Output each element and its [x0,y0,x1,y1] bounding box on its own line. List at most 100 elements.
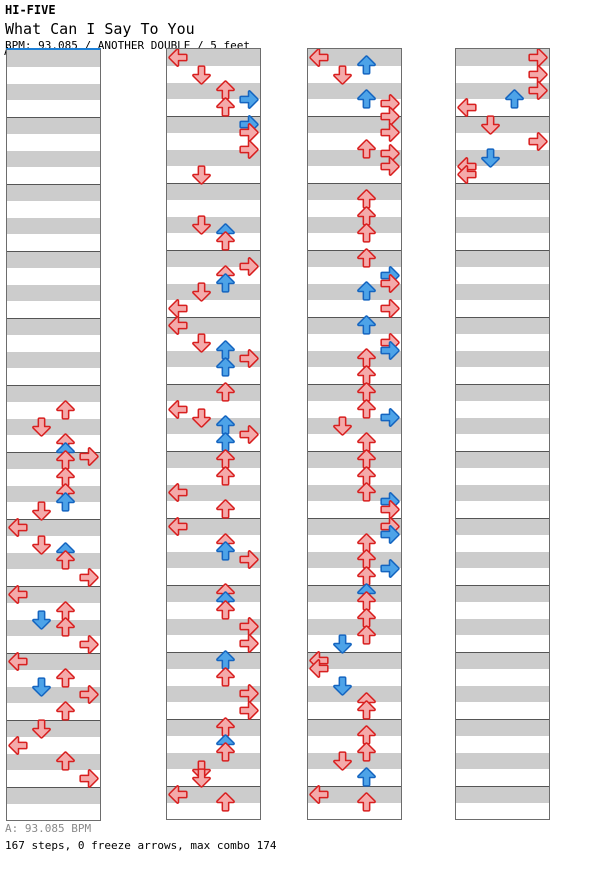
note-arrow-down[interactable] [190,280,213,303]
note-arrow-up[interactable] [214,649,237,672]
note-arrow-up[interactable] [355,347,378,370]
note-arrow-up[interactable] [54,449,77,472]
note-arrow-up[interactable] [355,724,378,747]
note-arrow-right[interactable] [237,548,260,571]
note-arrow-up[interactable] [355,465,378,488]
note-arrow-left[interactable] [167,297,190,320]
note-arrow-up[interactable] [214,414,237,437]
note-arrow-right[interactable] [378,155,401,178]
note-arrow-right[interactable] [77,683,100,706]
note-arrow-right[interactable] [237,699,260,722]
note-arrow-up[interactable] [355,88,378,111]
note-arrow-down[interactable] [30,415,53,438]
note-arrow-right[interactable] [237,682,260,705]
note-arrow-right[interactable] [378,523,401,546]
note-arrow-right[interactable] [77,633,100,656]
note-arrow-right[interactable] [237,88,260,111]
chart-column-0[interactable] [6,48,101,821]
note-arrow-down[interactable] [190,213,213,236]
note-arrow-down[interactable] [331,63,354,86]
note-arrow-down[interactable] [30,608,53,631]
note-arrow-left[interactable] [167,481,190,504]
note-arrow-left[interactable] [308,657,331,680]
note-arrow-up[interactable] [214,791,237,814]
note-arrow-up[interactable] [355,54,378,77]
note-arrow-up[interactable] [214,96,237,119]
note-arrow-up[interactable] [355,766,378,789]
note-arrow-right[interactable] [237,632,260,655]
note-arrow-down[interactable] [30,717,53,740]
note-arrow-right[interactable] [378,557,401,580]
note-arrow-up[interactable] [355,431,378,454]
note-arrow-right[interactable] [526,79,549,102]
note-arrow-right[interactable] [77,566,100,589]
note-arrow-up[interactable] [54,750,77,773]
note-arrow-up[interactable] [355,280,378,303]
note-arrow-up[interactable] [355,481,378,504]
note-arrow-right[interactable] [526,63,549,86]
note-arrow-down[interactable] [190,766,213,789]
note-arrow-up[interactable] [54,616,77,639]
note-arrow-up[interactable] [214,716,237,739]
chart-column-2[interactable] [307,48,402,820]
note-arrow-down[interactable] [331,632,354,655]
note-arrow-right[interactable] [237,347,260,370]
note-arrow-up[interactable] [54,700,77,723]
note-arrow-up[interactable] [214,339,237,362]
note-arrow-right[interactable] [378,339,401,362]
note-arrow-left[interactable] [456,163,479,186]
note-arrow-up[interactable] [214,666,237,689]
note-arrow-up[interactable] [214,465,237,488]
note-arrow-right[interactable] [378,297,401,320]
note-arrow-right[interactable] [77,445,100,468]
note-arrow-right[interactable] [378,121,401,144]
note-arrow-right[interactable] [378,498,401,521]
note-arrow-down[interactable] [331,414,354,437]
note-arrow-left[interactable] [167,783,190,806]
note-arrow-up[interactable] [214,356,237,379]
note-arrow-left[interactable] [456,96,479,119]
note-arrow-up[interactable] [355,188,378,211]
note-arrow-up[interactable] [355,222,378,245]
note-arrow-right[interactable] [378,406,401,429]
note-arrow-up[interactable] [355,448,378,471]
note-arrow-up[interactable] [355,565,378,588]
note-arrow-right[interactable] [237,138,260,161]
note-arrow-down[interactable] [30,533,53,556]
note-arrow-right[interactable] [237,121,260,144]
note-arrow-up[interactable] [503,88,526,111]
note-arrow-up[interactable] [355,398,378,421]
note-arrow-up[interactable] [355,791,378,814]
note-arrow-up[interactable] [54,399,77,422]
note-arrow-down[interactable] [190,63,213,86]
note-arrow-left[interactable] [7,516,30,539]
chart-column-1[interactable] [166,48,261,820]
note-arrow-down[interactable] [331,674,354,697]
note-arrow-right[interactable] [237,615,260,638]
note-arrow-up[interactable] [355,607,378,630]
note-arrow-up[interactable] [214,448,237,471]
note-arrow-down[interactable] [190,163,213,186]
note-arrow-up[interactable] [355,247,378,270]
note-arrow-left[interactable] [167,49,190,69]
note-arrow-up[interactable] [355,590,378,613]
note-arrow-down[interactable] [479,146,502,169]
note-arrow-right[interactable] [237,423,260,446]
note-arrow-left[interactable] [167,314,190,337]
note-arrow-down[interactable] [479,113,502,136]
note-arrow-up[interactable] [214,431,237,454]
note-arrow-down[interactable] [190,331,213,354]
note-arrow-left[interactable] [167,398,190,421]
note-arrow-down[interactable] [30,675,53,698]
note-arrow-up[interactable] [54,667,77,690]
note-arrow-up[interactable] [355,624,378,647]
note-arrow-up[interactable] [54,549,77,572]
note-arrow-up[interactable] [355,205,378,228]
note-arrow-left[interactable] [7,650,30,673]
note-arrow-left[interactable] [167,515,190,538]
note-arrow-up[interactable] [214,79,237,102]
note-arrow-up[interactable] [214,381,237,404]
note-arrow-up[interactable] [214,599,237,622]
note-arrow-up[interactable] [214,272,237,295]
note-arrow-right[interactable] [378,105,401,128]
